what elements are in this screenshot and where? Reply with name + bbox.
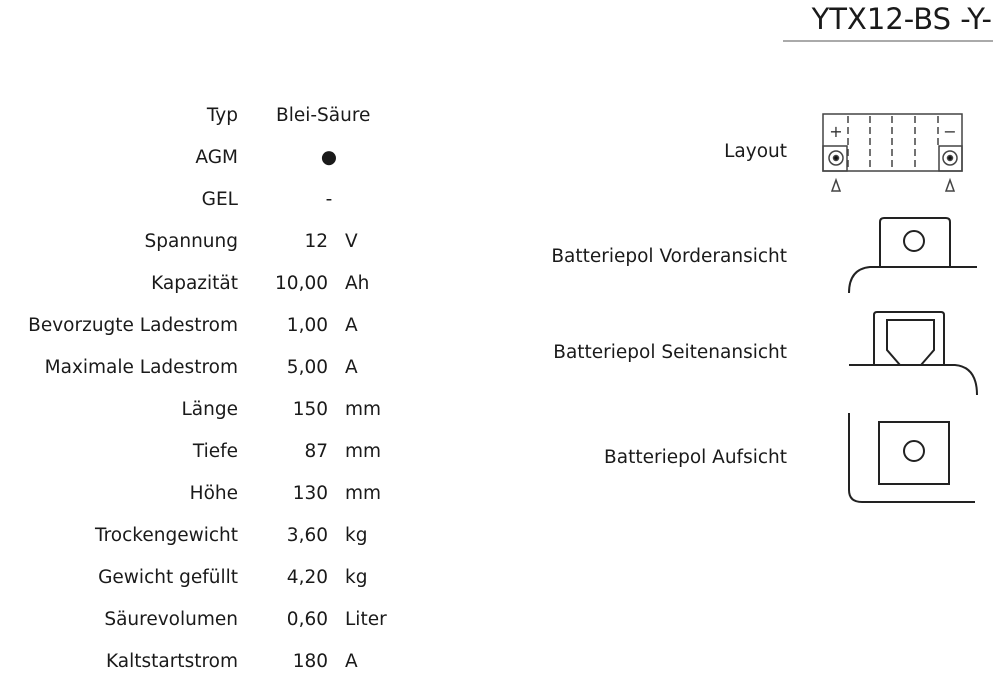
spec-label: AGM <box>195 147 238 168</box>
spec-value: ● <box>320 147 338 168</box>
product-title: YTX12-BS -Y- <box>811 2 992 36</box>
spec-value: 130 <box>292 483 328 504</box>
spec-value: 1,00 <box>286 315 328 336</box>
terminal-side-view-icon <box>849 311 978 396</box>
spec-unit: V <box>345 231 358 252</box>
spec-value: 87 <box>304 441 328 462</box>
terminal-top-view-icon <box>848 413 975 503</box>
spec-unit: A <box>345 651 358 672</box>
spec-label: Gewicht gefüllt <box>98 567 238 588</box>
spec-value: 4,20 <box>286 567 328 588</box>
spec-label: Kapazität <box>151 273 238 294</box>
spec-label: Maximale Ladestrom <box>44 357 238 378</box>
spec-unit: A <box>345 315 358 336</box>
spec-unit: Ah <box>345 273 370 294</box>
spec-label: Bevorzugte Ladestrom <box>28 315 238 336</box>
spec-unit: mm <box>345 399 382 420</box>
spec-label: Tiefe <box>192 441 238 462</box>
spec-unit: mm <box>345 483 382 504</box>
spec-value: 0,60 <box>286 609 328 630</box>
spec-value: - <box>325 189 333 210</box>
spec-label: Kaltstartstrom <box>105 651 238 672</box>
spec-value: Blei-Säure <box>276 105 371 126</box>
spec-value: 180 <box>292 651 328 672</box>
spec-label: Spannung <box>144 231 238 252</box>
side-view-label: Batteriepol Seitenansicht <box>553 342 787 363</box>
battery-layout-icon: + − <box>822 113 963 192</box>
spec-unit: mm <box>345 441 382 462</box>
spec-label: GEL <box>201 189 238 210</box>
front-view-label: Batteriepol Vorderansicht <box>551 246 787 267</box>
spec-unit: A <box>345 357 358 378</box>
spec-value: 10,00 <box>275 273 328 294</box>
title-underline <box>783 40 993 42</box>
spec-label: Trockengewicht <box>95 525 238 546</box>
spec-value: 12 <box>304 231 328 252</box>
plus-sign: + <box>829 122 842 141</box>
spec-value: 5,00 <box>286 357 328 378</box>
spec-label: Höhe <box>189 483 238 504</box>
spec-unit: kg <box>345 567 368 588</box>
layout-label: Layout <box>724 141 787 162</box>
spec-value: 3,60 <box>286 525 328 546</box>
minus-sign: − <box>943 122 956 141</box>
spec-label: Säurevolumen <box>104 609 238 630</box>
terminal-front-view-icon <box>848 217 977 294</box>
spec-label: Länge <box>181 399 239 420</box>
spec-unit: kg <box>345 525 368 546</box>
spec-unit: Liter <box>345 609 387 630</box>
top-view-label: Batteriepol Aufsicht <box>604 447 787 468</box>
spec-value: 150 <box>292 399 328 420</box>
spec-label: Typ <box>206 105 238 126</box>
